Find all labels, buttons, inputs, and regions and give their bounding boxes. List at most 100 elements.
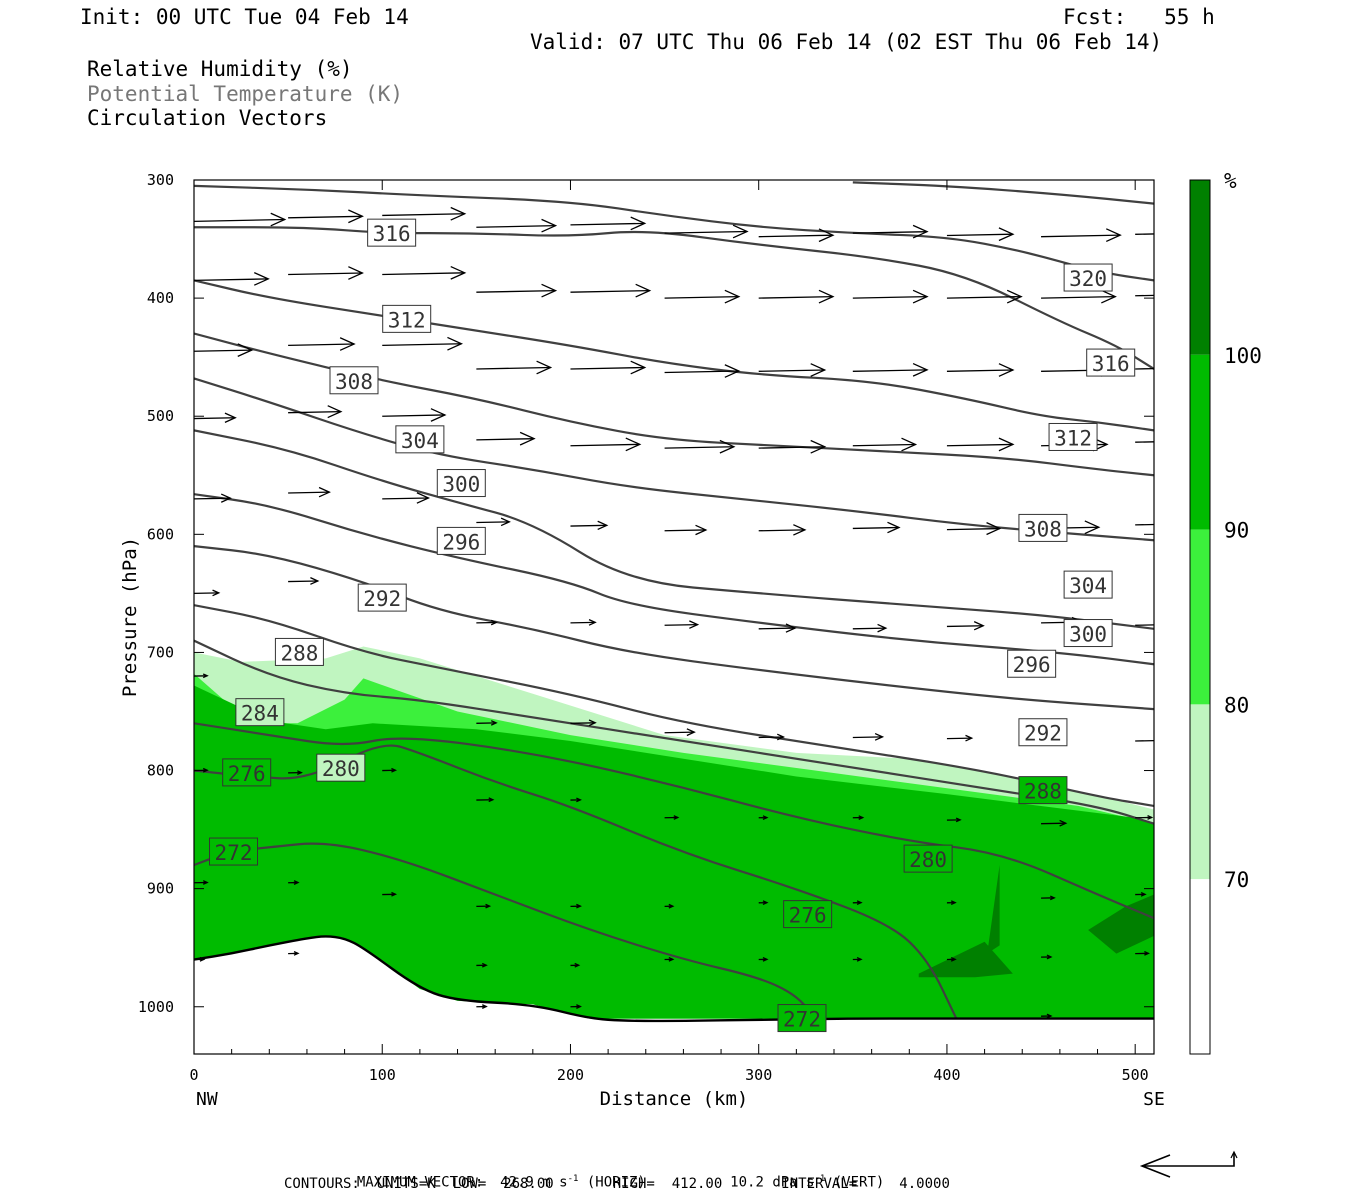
circulation-vector <box>382 767 398 773</box>
circulation-vector <box>288 209 364 224</box>
svg-text:276: 276 <box>789 904 827 928</box>
circulation-vector <box>758 228 835 243</box>
contour-label: 284 <box>235 698 285 727</box>
circulation-vector <box>664 956 675 962</box>
circulation-vector <box>946 437 1015 452</box>
contour-label: 272 <box>209 837 259 866</box>
theta-contour-308 <box>194 332 1154 477</box>
circulation-vector <box>382 492 431 504</box>
contour-label: 296 <box>436 526 486 555</box>
reference-vector-up <box>1230 1150 1238 1159</box>
circulation-vector <box>758 733 786 741</box>
colorbar-unit: % <box>1224 169 1237 193</box>
circulation-vector <box>476 218 558 233</box>
circulation-vector <box>946 621 985 631</box>
svg-text:308: 308 <box>335 370 373 394</box>
theta-contour-320 <box>194 184 1154 282</box>
circulation-vector <box>1041 1013 1053 1019</box>
circulation-vector <box>570 520 609 531</box>
circulation-vector <box>664 439 736 454</box>
theta-contour-280 <box>194 722 1154 920</box>
y-tick-label: 700 <box>147 643 174 661</box>
contour-label: 296 <box>1007 649 1057 678</box>
circulation-vector <box>194 212 287 227</box>
terrain-mask <box>194 935 1154 1054</box>
contour-label: 276 <box>783 900 833 929</box>
circulation-vector <box>288 577 320 585</box>
x-tick-label: 400 <box>933 1066 960 1084</box>
circulation-vector <box>476 431 536 446</box>
contour-label: 292 <box>357 583 407 612</box>
svg-text:280: 280 <box>322 757 360 781</box>
circulation-vector <box>1135 291 1154 299</box>
rh-region-100 <box>1088 894 1154 954</box>
circulation-vector <box>758 289 835 304</box>
circulation-vector <box>382 891 398 897</box>
field-rh: Relative Humidity (%) <box>87 57 353 81</box>
contour-label: 276 <box>222 758 272 787</box>
svg-text:280: 280 <box>909 848 947 872</box>
circulation-vector <box>664 224 749 239</box>
circulation-vector <box>946 363 1015 377</box>
circulation-vector <box>1135 737 1154 744</box>
circulation-vector <box>758 363 827 377</box>
circulation-vector <box>288 337 356 351</box>
circulation-vector <box>946 522 1002 536</box>
contour-label: 308 <box>1018 513 1068 542</box>
svg-text:292: 292 <box>1024 722 1062 746</box>
circulation-vector <box>194 880 209 885</box>
circulation-vector <box>476 962 488 968</box>
svg-text:272: 272 <box>215 841 253 865</box>
contour-label: 320 <box>1063 263 1113 292</box>
circulation-vector <box>946 956 957 962</box>
svg-text:320: 320 <box>1069 267 1107 291</box>
circulation-vector <box>382 206 467 221</box>
circulation-vector <box>758 439 827 454</box>
circulation-vector <box>1135 521 1154 528</box>
contour-label: 272 <box>777 1004 827 1033</box>
circulation-vector <box>1041 954 1053 960</box>
svg-text:284: 284 <box>241 702 279 726</box>
colorbar-label: 90 <box>1224 519 1249 543</box>
circulation-vector <box>946 289 1023 304</box>
circulation-vector <box>476 797 495 803</box>
circulation-vector <box>476 360 553 375</box>
valid-time: Valid: 07 UTC Thu 06 Feb 14 (02 EST Thu … <box>530 30 1163 54</box>
x-end-label-se: SE <box>1143 1089 1165 1110</box>
contour-label: 304 <box>1063 570 1113 599</box>
rh-region-90 <box>194 685 1154 1019</box>
contour-label: 316 <box>1086 348 1136 377</box>
circulation-vector <box>664 289 741 304</box>
circulation-vector <box>476 1004 488 1009</box>
contour-label: 288 <box>274 637 324 666</box>
terrain-line <box>193 935 1154 1023</box>
circulation-vector <box>382 336 464 351</box>
colorbar-band <box>1190 354 1210 530</box>
svg-text:308: 308 <box>1024 517 1062 541</box>
circulation-vector <box>852 900 863 906</box>
colorbar-label: 100 <box>1224 344 1262 368</box>
circulation-vector <box>1041 819 1068 827</box>
circulation-vector <box>1135 365 1154 372</box>
circulation-vector <box>194 412 237 423</box>
circulation-vector <box>1135 891 1147 897</box>
circulation-vector <box>852 521 901 534</box>
circulation-vector <box>382 265 467 280</box>
svg-text:316: 316 <box>373 222 411 246</box>
circulation-vector <box>852 289 929 304</box>
circulation-vector <box>570 719 597 727</box>
colorbar-band <box>1190 704 1210 880</box>
circulation-vector <box>758 956 769 962</box>
circulation-vector <box>288 880 300 885</box>
theta-contour-300 <box>194 429 1154 630</box>
axes-layer: 300 400 500 600 700 800 900 1000 0 100 200 300 400 50… <box>119 171 1165 1110</box>
y-tick-label: 500 <box>147 407 174 425</box>
x-tick-label: 0 <box>189 1066 198 1084</box>
svg-text:288: 288 <box>1024 780 1062 804</box>
circulation-vector <box>946 734 974 742</box>
max-vector-horiz-label: (HORIZ) <box>586 1174 646 1191</box>
circulation-vector <box>664 364 741 378</box>
contour-label: 316 <box>367 218 417 247</box>
x-tick-label: 300 <box>745 1066 772 1084</box>
circulation-vector <box>1041 289 1117 304</box>
